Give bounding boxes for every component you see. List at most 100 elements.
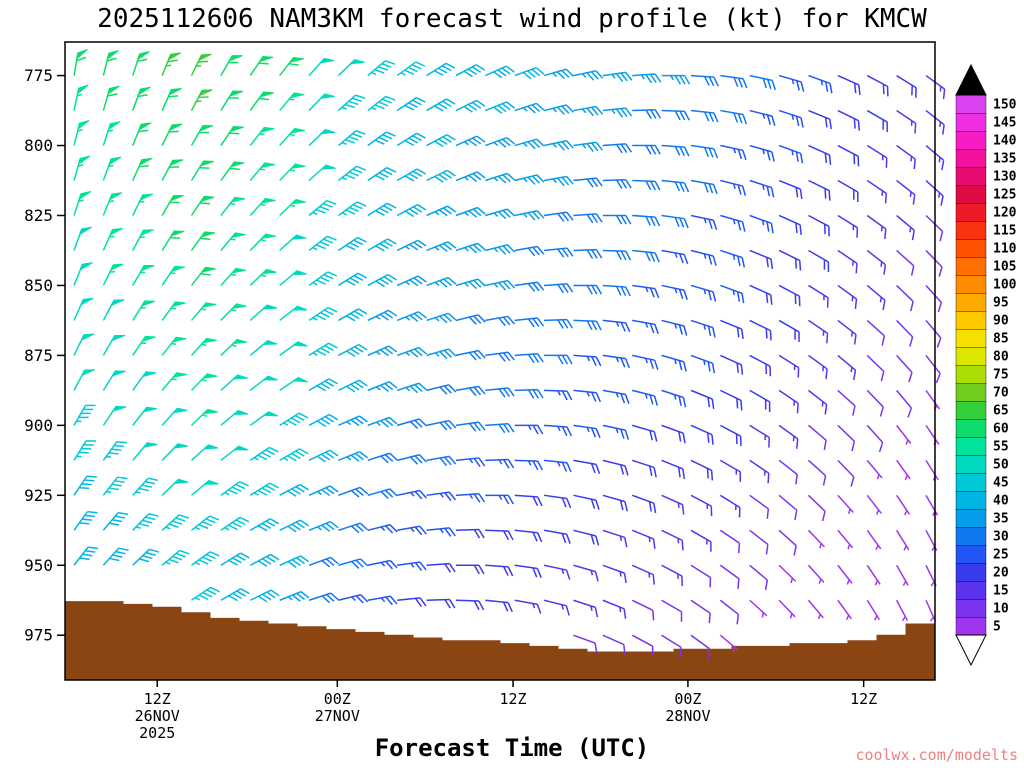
- wind-barb: [837, 109, 860, 131]
- wind-barb: [602, 284, 631, 297]
- svg-text:26NOV: 26NOV: [135, 707, 180, 725]
- wind-barb: [367, 381, 398, 392]
- wind-barb: [396, 382, 427, 394]
- wind-barb: [426, 527, 456, 537]
- wind-barb: [866, 319, 886, 346]
- wind-barb: [73, 191, 92, 216]
- wind-barb: [807, 459, 827, 486]
- svg-text:10: 10: [993, 602, 1009, 617]
- wind-barb: [102, 476, 128, 496]
- wind-barb: [661, 249, 689, 265]
- wind-barb: [308, 271, 338, 287]
- svg-text:975: 975: [24, 626, 53, 645]
- wind-barb: [543, 247, 574, 258]
- wind-barb: [720, 389, 743, 411]
- wind-barb: [102, 334, 126, 356]
- wind-barb: [279, 305, 308, 322]
- wind-barb: [426, 419, 457, 431]
- wind-barb: [690, 144, 719, 159]
- wind-barb: [544, 424, 573, 437]
- wind-barb: [837, 389, 856, 416]
- wind-barb: [337, 236, 367, 252]
- wind-barb: [308, 128, 336, 147]
- wind-barb: [573, 389, 602, 403]
- wind-barb: [338, 272, 368, 287]
- wind-barb: [249, 91, 274, 111]
- wind-barb: [426, 169, 456, 183]
- wind-barb: [514, 317, 545, 328]
- wind-barb: [485, 315, 515, 327]
- wind-barb: [220, 338, 248, 356]
- wind-barb: [308, 413, 339, 427]
- svg-text:00Z: 00Z: [674, 690, 701, 708]
- svg-text:140: 140: [993, 134, 1017, 149]
- chart-title: 2025112606 NAM3KM forecast wind profile …: [97, 4, 927, 34]
- wind-barb: [102, 370, 126, 391]
- wind-barb: [249, 553, 280, 567]
- wind-barb: [308, 592, 339, 604]
- wind-barb: [455, 349, 486, 361]
- wind-barb: [426, 312, 457, 324]
- wind-barb: [544, 354, 573, 365]
- wind-barb: [719, 459, 742, 482]
- wind-barb: [690, 529, 712, 552]
- wind-barb: [632, 319, 659, 335]
- wind-barb: [632, 389, 659, 406]
- wind-barb: [308, 164, 336, 182]
- wind-barb: [455, 599, 485, 611]
- wind-barb: [690, 214, 718, 231]
- wind-barb: [514, 281, 545, 292]
- wind-barb: [573, 105, 604, 117]
- wind-barb: [514, 245, 545, 257]
- wind-barb: [866, 564, 881, 586]
- wind-barb: [749, 249, 774, 270]
- watermark: coolwx.com/modelts: [855, 746, 1018, 764]
- wind-barb: [161, 407, 188, 426]
- wind-barb: [602, 354, 631, 369]
- wind-barb: [455, 528, 485, 539]
- wind-barb: [661, 389, 687, 408]
- wind-barb: [161, 443, 188, 461]
- wind-barb: [544, 283, 574, 294]
- wind-barb: [778, 214, 802, 235]
- wind-barb: [925, 424, 940, 446]
- wind-barb: [807, 529, 825, 549]
- wind-barb: [543, 211, 574, 222]
- wind-barb: [73, 546, 99, 566]
- wind-barb: [396, 346, 427, 358]
- wind-barb: [367, 452, 398, 464]
- wind-barb: [602, 494, 629, 512]
- wind-barb: [279, 163, 306, 182]
- wind-barb: [720, 354, 744, 375]
- wind-barb: [485, 101, 515, 114]
- wind-barb: [132, 122, 152, 146]
- wind-barb: [485, 279, 516, 291]
- wind-barb: [102, 121, 121, 146]
- wind-barb: [719, 634, 739, 653]
- svg-text:45: 45: [993, 476, 1009, 491]
- wind-barb: [161, 88, 182, 111]
- wind-barb: [807, 494, 826, 522]
- wind-barb: [749, 529, 769, 555]
- wind-barb: [514, 138, 545, 150]
- wind-barb: [279, 555, 310, 569]
- wind-barb: [102, 511, 129, 531]
- wind-barb: [220, 196, 246, 216]
- wind-barb: [426, 348, 457, 360]
- wind-barb: [602, 214, 632, 225]
- wind-barb: [455, 242, 486, 254]
- wind-barb: [73, 262, 93, 286]
- wind-barb: [896, 144, 916, 170]
- wind-barb: [249, 589, 280, 603]
- wind-barb: [631, 564, 656, 585]
- wind-barb: [749, 109, 776, 126]
- wind-barb: [338, 379, 368, 393]
- svg-text:110: 110: [993, 242, 1017, 257]
- wind-barb: [279, 234, 307, 252]
- svg-text:12Z: 12Z: [144, 690, 171, 708]
- wind-barb: [514, 388, 544, 399]
- wind-barb: [338, 522, 369, 534]
- wind-barb: [220, 374, 248, 391]
- wind-barb: [778, 74, 805, 92]
